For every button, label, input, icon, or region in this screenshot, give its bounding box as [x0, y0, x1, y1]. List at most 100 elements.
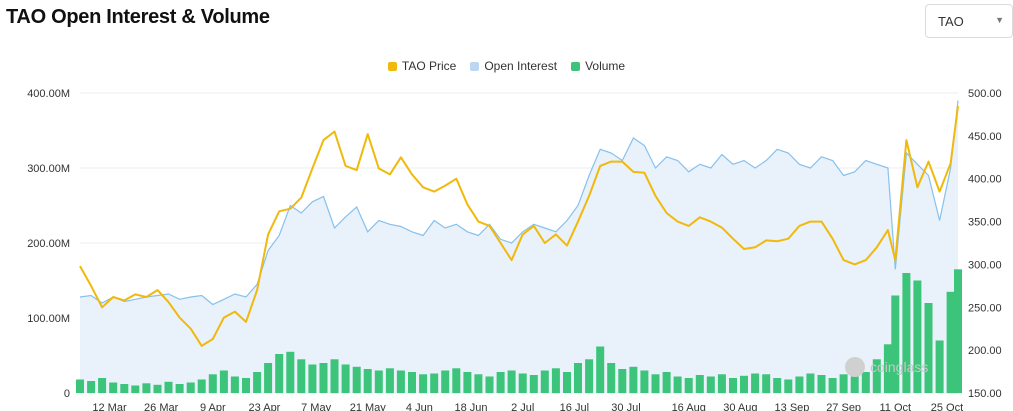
volume-bar: [142, 383, 151, 394]
y-right-tick-label: 250.00: [968, 302, 1002, 314]
y-right-tick-label: 500.00: [968, 88, 1002, 100]
volume-bar: [817, 375, 826, 393]
y-right-tick-label: 200.00: [968, 345, 1002, 357]
volume-bar: [913, 280, 922, 393]
volume-bar: [551, 368, 560, 394]
volume-bar: [574, 363, 582, 393]
volume-series: [76, 269, 962, 394]
y-right-tick-label: 300.00: [968, 259, 1002, 271]
volume-bar: [795, 376, 804, 393]
volume-bar: [684, 378, 693, 393]
legend-label-price: TAO Price: [401, 59, 457, 73]
volume-bar: [87, 381, 96, 393]
volume-bar: [946, 291, 955, 394]
legend-swatch-price: [387, 61, 397, 71]
legend-label-volume: Volume: [585, 59, 626, 73]
volume-bar: [175, 384, 184, 393]
volume-bar: [164, 381, 173, 394]
y-left-tick-label: 200.00M: [27, 238, 70, 250]
volume-bar: [651, 374, 660, 394]
coinglass-logo-icon: [845, 357, 865, 377]
y-left-tick-label: 300.00M: [27, 163, 70, 175]
volume-bar: [850, 376, 859, 393]
volume-bar: [186, 382, 195, 393]
legend-swatch-volume: [571, 61, 581, 71]
volume-bar: [264, 363, 273, 393]
volume-bar: [441, 370, 450, 393]
x-tick-label: 26 Mar: [144, 402, 179, 411]
volume-bar: [762, 374, 771, 394]
x-tick-label: 11 Oct: [879, 402, 911, 411]
volume-bar: [352, 366, 361, 394]
volume-bar: [219, 370, 228, 393]
volume-bar: [839, 374, 848, 394]
x-tick-label: 2 Jul: [511, 402, 534, 411]
x-tick-label: 9 Apr: [200, 402, 226, 411]
volume-bar: [507, 370, 516, 393]
y-left-tick-label: 100.00M: [27, 313, 70, 325]
volume-bar: [408, 372, 416, 393]
volume-bar: [131, 385, 140, 393]
volume-bar: [740, 375, 748, 394]
watermark-text: coinglass: [870, 359, 928, 375]
symbol-select-value: TAO: [938, 14, 964, 29]
volume-bar: [98, 378, 107, 393]
y-left-tick-label: 0: [64, 388, 70, 400]
volume-bar: [585, 359, 594, 394]
volume-bar: [474, 374, 483, 394]
coinglass-watermark: coinglass: [845, 357, 928, 377]
volume-bar: [935, 340, 944, 393]
volume-bar: [751, 373, 760, 393]
volume-bar: [618, 369, 627, 393]
x-tick-label: 12 Mar: [92, 402, 127, 411]
volume-bar: [717, 374, 726, 394]
price-line: [79, 105, 959, 347]
page-title: TAO Open Interest & Volume: [6, 6, 270, 28]
volume-bar: [540, 370, 549, 393]
caret-down-icon: ▼: [995, 15, 1004, 25]
volume-bar: [286, 351, 295, 394]
y-right-tick-label: 150.00: [968, 388, 1002, 400]
y-right-tick-label: 400.00: [968, 174, 1002, 186]
volume-bar: [954, 269, 962, 394]
volume-bar: [695, 375, 704, 393]
volume-bar: [319, 363, 328, 393]
volume-bar: [385, 368, 394, 394]
x-tick-label: 16 Jul: [560, 402, 589, 411]
legend-item-price[interactable]: TAO Price: [387, 59, 457, 73]
legend-item-open-interest[interactable]: Open Interest: [470, 59, 557, 73]
volume-bar: [330, 359, 339, 394]
volume-bar: [485, 376, 494, 393]
volume-bar: [109, 382, 118, 393]
volume-bar: [706, 376, 715, 393]
volume-bar: [419, 374, 428, 394]
legend-item-volume[interactable]: Volume: [571, 59, 625, 73]
volume-bar: [297, 359, 306, 394]
volume-bar: [891, 295, 900, 393]
volume-bar: [629, 366, 638, 394]
x-tick-label: 30 Aug: [723, 402, 757, 411]
volume-bar: [883, 344, 892, 394]
volume-bar: [463, 372, 472, 393]
x-axis: 12 Mar 26 Mar 9 Apr 23 Apr 7 May 21 May 4 Jun 1…: [92, 402, 963, 411]
x-tick-label: 23 Apr: [249, 402, 281, 411]
x-tick-label: 18 Jun: [455, 402, 488, 411]
volume-bar: [208, 374, 217, 394]
volume-bar: [341, 364, 350, 393]
volume-bar: [924, 303, 933, 393]
legend-label-open-interest: Open Interest: [484, 59, 558, 73]
volume-bar: [242, 378, 250, 393]
y-axis-right: 150.00 200.00 250.00 300.00 350.00 400.00 450.…: [968, 88, 1002, 400]
volume-bar: [806, 373, 815, 393]
volume-bar: [363, 369, 372, 393]
volume-bar: [607, 363, 616, 393]
volume-bar: [861, 372, 870, 393]
volume-bar: [230, 376, 239, 393]
x-tick-label: 16 Aug: [672, 402, 706, 411]
volume-bar: [253, 372, 262, 393]
volume-bar: [596, 346, 605, 393]
x-tick-label: 7 May: [301, 402, 331, 411]
open-interest-line: [79, 100, 959, 306]
volume-bar: [496, 372, 505, 393]
